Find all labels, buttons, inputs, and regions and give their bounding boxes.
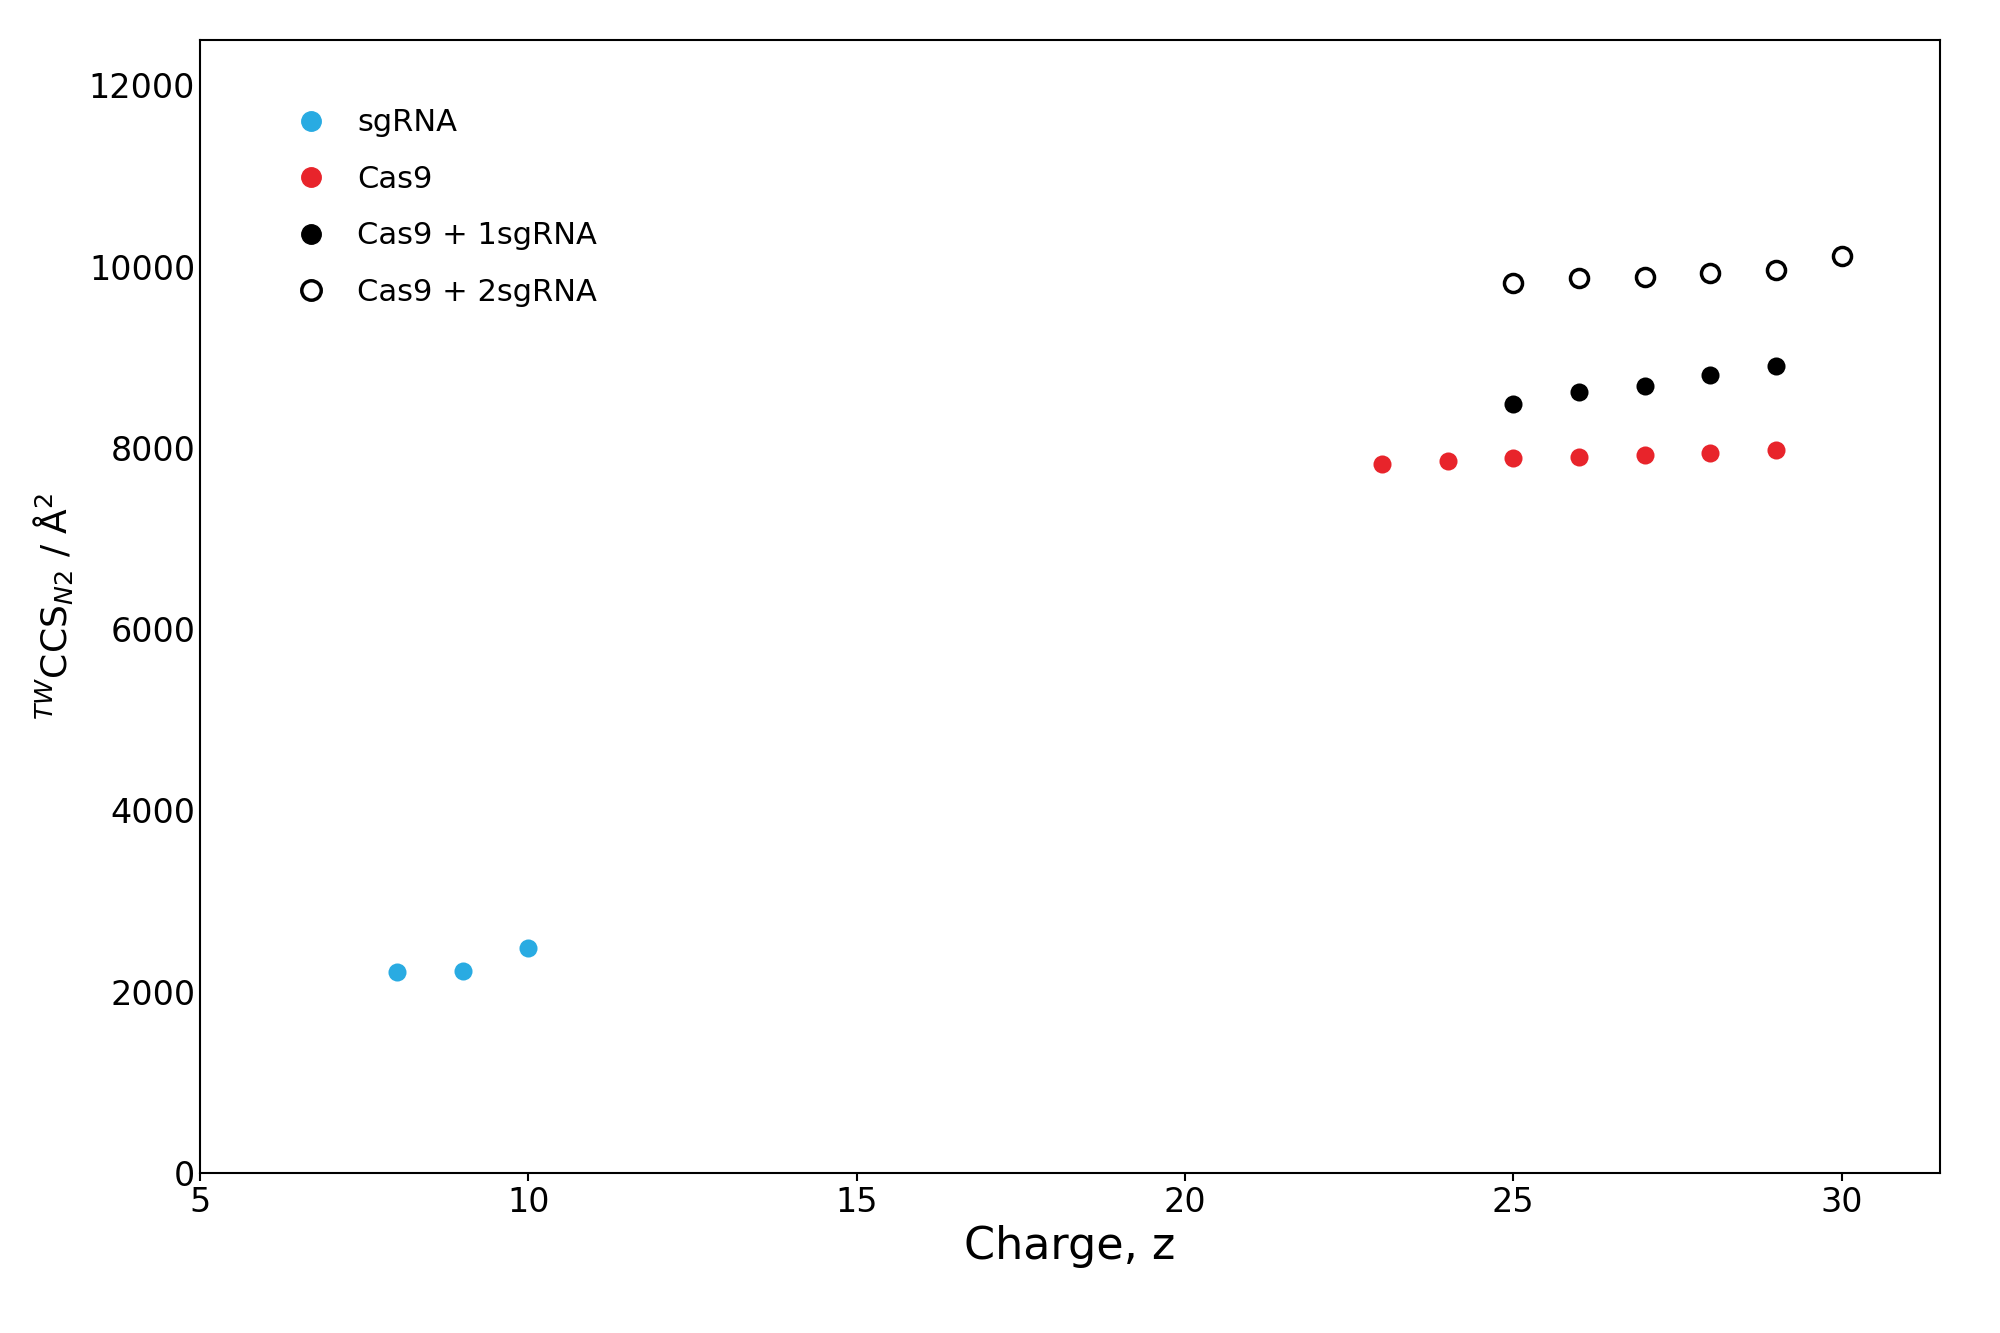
Cas9 [1566, 449, 1590, 465]
Cas9 + 1sgRNA [1764, 359, 1788, 375]
Cas9 [1436, 453, 1460, 469]
Cas9 + 2sgRNA [1566, 271, 1590, 287]
Cas9 + 2sgRNA [1632, 268, 1656, 284]
Cas9 [1632, 447, 1656, 463]
Cas9 [1764, 441, 1788, 457]
Line: Cas9: Cas9 [1372, 441, 1784, 473]
sgRNA [516, 940, 540, 956]
Cas9 + 1sgRNA [1698, 368, 1722, 384]
X-axis label: Charge, z: Charge, z [964, 1225, 1176, 1268]
sgRNA [450, 962, 474, 978]
Cas9 [1502, 449, 1526, 465]
Legend: sgRNA, Cas9, Cas9 + 1sgRNA, Cas9 + 2sgRNA: sgRNA, Cas9, Cas9 + 1sgRNA, Cas9 + 2sgRN… [250, 77, 628, 337]
Cas9 + 1sgRNA [1502, 396, 1526, 412]
Y-axis label: $^{TW}$CCS$_{N2}$ / Å$^2$: $^{TW}$CCS$_{N2}$ / Å$^2$ [30, 493, 74, 720]
Line: Cas9 + 2sgRNA: Cas9 + 2sgRNA [1504, 247, 1850, 292]
Line: Cas9 + 1sgRNA: Cas9 + 1sgRNA [1504, 357, 1784, 413]
Cas9 + 1sgRNA [1632, 379, 1656, 395]
Cas9 + 2sgRNA [1698, 265, 1722, 281]
Cas9 [1698, 445, 1722, 461]
Cas9 [1370, 456, 1394, 472]
Line: sgRNA: sgRNA [388, 940, 538, 981]
sgRNA [384, 964, 408, 980]
Cas9 + 2sgRNA [1764, 263, 1788, 279]
Cas9 + 2sgRNA [1830, 248, 1854, 264]
Cas9 + 2sgRNA [1502, 275, 1526, 291]
Cas9 + 1sgRNA [1566, 384, 1590, 400]
